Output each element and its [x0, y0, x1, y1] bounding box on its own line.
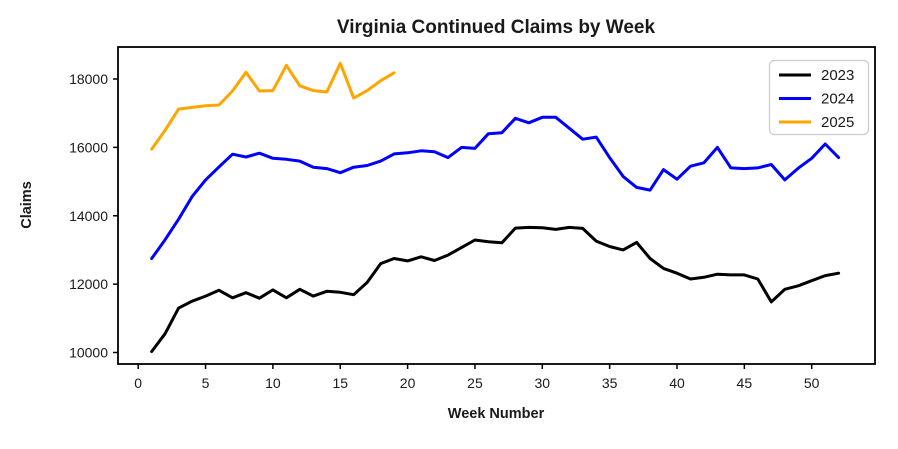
x-tick-label: 10	[265, 375, 281, 391]
x-tick-label: 50	[804, 375, 820, 391]
y-tick-label: 18000	[69, 71, 108, 87]
x-tick-label: 15	[332, 375, 348, 391]
x-axis-ticks: 0 5 10 15 20 25 30 35 40 45 50	[134, 364, 820, 391]
x-tick-label: 40	[669, 375, 685, 391]
series-lines	[150, 61, 841, 353]
x-tick-label: 0	[134, 375, 142, 391]
x-tick-label: 20	[400, 375, 416, 391]
x-tick-label: 5	[202, 375, 210, 391]
y-axis-label: Claims	[19, 181, 35, 229]
x-axis-label: Week Number	[448, 406, 545, 422]
y-axis-ticks: 10000 12000 14000 16000 18000	[69, 71, 118, 361]
y-tick-label: 12000	[69, 276, 108, 292]
chart-title: Virginia Continued Claims by Week	[337, 17, 656, 38]
legend-label-2023: 2023	[821, 67, 854, 84]
series-line-2025	[150, 61, 396, 151]
x-tick-label: 45	[737, 375, 753, 391]
plot-area	[117, 46, 876, 365]
legend-label-2024: 2024	[821, 91, 854, 108]
legend-label-2025: 2025	[821, 114, 854, 131]
y-tick-label: 16000	[69, 139, 108, 155]
x-tick-label: 25	[467, 375, 483, 391]
x-tick-label: 30	[535, 375, 551, 391]
series-line-2024	[150, 115, 841, 260]
series-line-2023	[150, 225, 841, 353]
y-tick-label: 10000	[69, 345, 108, 361]
legend-box	[768, 59, 870, 136]
y-tick-label: 14000	[69, 208, 108, 224]
legend: 2023 2024 2025	[768, 59, 870, 136]
x-tick-label: 35	[602, 375, 618, 391]
